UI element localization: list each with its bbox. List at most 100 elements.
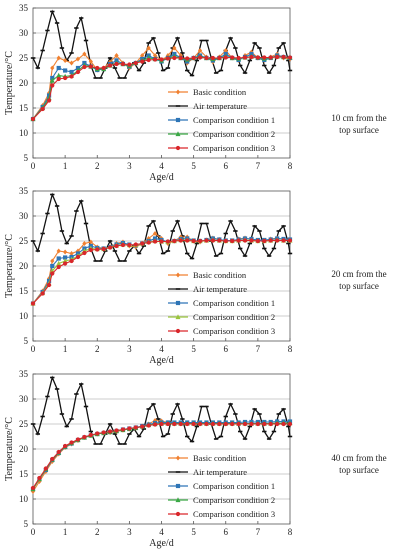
chart-1-series-1-point bbox=[172, 45, 177, 51]
chart-3-series-2 bbox=[30, 375, 293, 445]
chart-2-x-tick-label: 2 bbox=[95, 344, 100, 354]
chart-2-y-tick-label: 10 bbox=[19, 311, 29, 321]
chart-1-legend-marker bbox=[175, 145, 181, 151]
chart-3-series-5-point bbox=[275, 421, 280, 427]
chart-2-series-5-point bbox=[204, 238, 209, 243]
chart-2-series-1-point bbox=[82, 241, 87, 246]
chart-1-series-5-point bbox=[120, 61, 126, 67]
chart-2-series-5-point bbox=[101, 246, 106, 252]
chart-2-series-5-point bbox=[268, 238, 273, 243]
chart-1-legend-marker bbox=[175, 117, 181, 123]
chart-3-series-5-point bbox=[230, 421, 235, 427]
chart-1-series-5-point bbox=[88, 64, 93, 69]
chart-1-series-5-point bbox=[255, 55, 260, 60]
chart-1-series-5-point bbox=[281, 54, 286, 60]
chart-1-series-1-point bbox=[63, 58, 68, 63]
chart-3-x-tick-label: 6 bbox=[224, 527, 229, 537]
chart-3-y-tick-label: 25 bbox=[19, 419, 29, 429]
chart-2-legend-label: Air temperature bbox=[193, 284, 247, 294]
chart-3-legend-marker bbox=[175, 497, 181, 503]
chart-2-x-tick-label: 5 bbox=[191, 344, 196, 354]
chart-3-series-5-point bbox=[262, 421, 267, 427]
chart-1-series-5-point bbox=[249, 54, 254, 60]
chart-3-series-2-line bbox=[32, 375, 291, 445]
chart-1-series-5-point bbox=[69, 74, 74, 79]
chart-1-series-5-point bbox=[275, 54, 280, 60]
chart-1-y-axis-label: Temperature/°C bbox=[4, 51, 15, 115]
chart-2-legend: Basic condition Air temperature Comparison… bbox=[168, 270, 275, 336]
chart-1-y-tick-label: 20 bbox=[19, 78, 29, 88]
panel-2-annotation-line-2: top surface bbox=[339, 281, 379, 291]
chart-1-y-tick-label: 10 bbox=[19, 128, 29, 138]
chart-1-series-5-point bbox=[204, 55, 209, 61]
chart-3-y-tick-label: 35 bbox=[19, 369, 29, 379]
panel-3-annotation-line-2: top surface bbox=[339, 465, 379, 475]
chart-3-legend-marker bbox=[175, 483, 181, 489]
chart-3-y-axis-label: Temperature/°C bbox=[4, 417, 15, 481]
chart-3-series-5-point bbox=[281, 421, 286, 427]
chart-1-series-5-point bbox=[108, 63, 113, 68]
chart-2-series-5-point bbox=[236, 238, 241, 243]
chart-1-series-1-point bbox=[114, 53, 119, 58]
chart-2-legend-label: Basic condition bbox=[193, 270, 247, 280]
chart-2-series-4-point bbox=[56, 260, 62, 266]
chart-2-series-5-point bbox=[210, 238, 215, 243]
chart-1-series-5-point bbox=[152, 57, 158, 62]
chart-2-series-5-point bbox=[82, 250, 87, 256]
chart-2-x-tick-label: 8 bbox=[288, 344, 293, 354]
chart-1-series-1-point bbox=[75, 56, 81, 62]
chart-1-series-5-point bbox=[217, 55, 222, 61]
chart-3-series-5-point bbox=[210, 421, 215, 427]
chart-2: 5 10 15 20 25 30 35 0 1 2 3 4 5 6 7 8 Age/d Temperature/°… bbox=[4, 186, 293, 366]
chart-3-series-5-point bbox=[287, 421, 293, 427]
chart-2-x-tick-label: 3 bbox=[127, 344, 132, 354]
chart-3-series-5-point bbox=[146, 423, 151, 428]
chart-1-series-5-point bbox=[159, 57, 164, 62]
chart-3-y-tick-label: 15 bbox=[19, 469, 29, 479]
chart-2-series-5-point bbox=[95, 247, 100, 252]
chart-1-series-1-point bbox=[140, 53, 145, 58]
chart-3-series-5-point bbox=[197, 421, 203, 427]
chart-3-x-tick-label: 5 bbox=[191, 527, 196, 537]
chart-2-series-5-point bbox=[185, 238, 190, 243]
chart-1-series-1-point bbox=[69, 60, 74, 66]
chart-2-series-5-point bbox=[50, 271, 55, 276]
chart-3-series-5-point bbox=[217, 421, 222, 427]
chart-2-x-axis-label: Age/d bbox=[149, 355, 173, 366]
chart-2-y-tick-label: 5 bbox=[24, 336, 29, 346]
chart-1-series-5-point bbox=[172, 55, 177, 61]
chart-3-x-tick-label: 2 bbox=[95, 527, 100, 537]
chart-3-series-5-point bbox=[133, 425, 138, 430]
chart-1-x-tick-label: 8 bbox=[288, 161, 293, 171]
chart-3-series-5-point bbox=[50, 456, 55, 462]
chart-1-series-1-point bbox=[146, 45, 151, 51]
chart-1-series-5-point bbox=[140, 59, 145, 64]
chart-2-x-tick-label: 0 bbox=[31, 344, 36, 354]
chart-3-x-tick-label: 0 bbox=[31, 527, 36, 537]
chart-2-series-5-point bbox=[262, 238, 267, 244]
chart-1-series-1-point bbox=[82, 51, 87, 57]
chart-3-series-5-point bbox=[152, 422, 158, 427]
chart-3-y-tick-label: 30 bbox=[19, 394, 29, 404]
chart-2-series-5-point bbox=[178, 238, 183, 243]
chart-1-series-1-point bbox=[56, 55, 61, 61]
chart-3-y-tick-label: 5 bbox=[24, 519, 29, 529]
chart-3-series-5-point bbox=[204, 421, 209, 427]
chart-2-series-3-point bbox=[63, 255, 68, 260]
chart-1-series-5-point bbox=[210, 55, 215, 61]
chart-1-legend-label: Comparison condition 3 bbox=[193, 143, 275, 153]
chart-1-y-tick-label: 25 bbox=[19, 53, 29, 63]
chart-2-series-5-point bbox=[46, 282, 52, 288]
chart-2-series-1-point bbox=[69, 251, 74, 256]
chart-1-y-tick-label: 5 bbox=[24, 153, 29, 163]
chart-1-series-4-point bbox=[49, 77, 55, 83]
chart-3-series-5-point bbox=[63, 443, 68, 449]
chart-1-series-5-point bbox=[127, 62, 132, 67]
chart-3-series-5-point bbox=[95, 431, 100, 436]
chart-2-series-5-point bbox=[287, 238, 293, 243]
chart-2-series-5-point bbox=[56, 264, 61, 270]
chart-1-series-5-point bbox=[40, 106, 45, 112]
chart-2-series-5-point bbox=[223, 238, 228, 244]
chart-3-legend-label: Comparison condition 3 bbox=[193, 509, 275, 519]
panel-1-annotation-line-2: top surface bbox=[339, 125, 379, 135]
